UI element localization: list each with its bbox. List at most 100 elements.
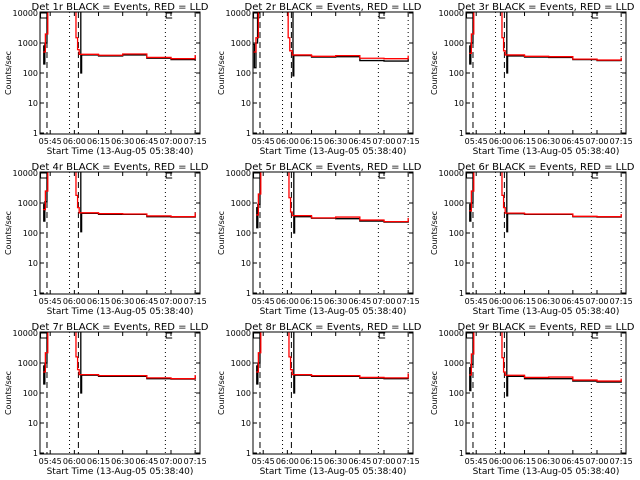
y-tick-label: 100	[449, 69, 464, 78]
y-tick-label: 1	[33, 449, 38, 458]
y-tick-label: 1	[459, 129, 464, 138]
x-tick-label: 06:30	[324, 137, 347, 146]
x-tick-label: 05:45	[465, 457, 488, 466]
x-tick-label: 05:45	[39, 297, 62, 306]
plot-frame	[465, 171, 627, 295]
red-lld-series	[43, 172, 196, 218]
black-events-series	[256, 172, 409, 234]
x-tick-label: 07:00	[585, 297, 608, 306]
y-tick-label: 1	[33, 289, 38, 298]
x-tick-label: 07:00	[585, 137, 608, 146]
red-lld-series	[253, 12, 409, 60]
x-tick-label: 07:00	[372, 137, 395, 146]
chart-title: Det 6r BLACK = Events, RED = LLD	[458, 162, 635, 173]
bracket-mark	[165, 332, 173, 339]
x-axis-label: Start Time (13-Aug-05 05:38:40)	[473, 147, 620, 157]
red-lld-series	[43, 12, 196, 60]
plot-frame	[252, 171, 414, 295]
chart-title: Det 5r BLACK = Events, RED = LLD	[245, 162, 422, 173]
plot-frame	[39, 11, 201, 135]
x-tick-label: 06:15	[513, 457, 536, 466]
bracket-mark	[253, 332, 260, 339]
x-tick-label: 07:15	[610, 297, 633, 306]
y-tick-label: 100	[23, 389, 38, 398]
x-tick-label: 05:45	[252, 137, 275, 146]
chart-title: Det 2r BLACK = Events, RED = LLD	[245, 2, 422, 13]
y-tick-label: 1000	[18, 199, 38, 208]
x-axis-label: Start Time (13-Aug-05 05:38:40)	[473, 307, 620, 317]
x-axis-label: Start Time (13-Aug-05 05:38:40)	[47, 467, 194, 477]
bracket-mark	[378, 332, 386, 339]
y-tick-label: 100	[449, 389, 464, 398]
y-tick-label: 1	[459, 289, 464, 298]
chart-panel: Det 1r BLACK = Events, RED = LLD Counts/s…	[4, 2, 209, 157]
red-lld-series	[256, 172, 409, 223]
y-tick-label: 10	[241, 259, 251, 268]
black-events-series	[43, 172, 196, 233]
plot-area	[253, 12, 409, 134]
x-tick-label: 06:45	[348, 457, 371, 466]
y-tick-label: 100	[236, 229, 251, 238]
red-lld-series	[469, 332, 622, 382]
red-lld-series	[469, 172, 622, 218]
x-tick-label: 06:15	[87, 457, 110, 466]
plot-area	[466, 172, 622, 294]
bracket-mark	[591, 332, 599, 339]
bracket-mark	[591, 12, 599, 19]
y-tick-label: 1000	[231, 199, 251, 208]
y-tick-label: 1	[246, 449, 251, 458]
y-tick-label: 10000	[439, 169, 464, 178]
y-tick-label: 1	[33, 129, 38, 138]
y-tick-label: 1	[459, 449, 464, 458]
x-tick-label: 07:00	[585, 457, 608, 466]
x-tick-label: 06:15	[87, 137, 110, 146]
x-tick-label: 06:00	[489, 297, 512, 306]
x-tick-label: 07:00	[159, 297, 182, 306]
plot-frame	[465, 331, 627, 455]
y-tick-label: 1000	[444, 39, 464, 48]
bracket-mark	[466, 172, 473, 179]
y-tick-label: 10000	[226, 9, 251, 18]
x-tick-label: 06:00	[63, 457, 86, 466]
x-tick-label: 06:15	[300, 457, 323, 466]
y-tick-label: 1000	[444, 359, 464, 368]
plot-frame	[252, 11, 414, 135]
red-lld-series	[469, 12, 622, 61]
bracket-mark	[378, 12, 386, 19]
plot-area	[253, 332, 409, 454]
x-tick-label: 06:30	[537, 457, 560, 466]
y-tick-label: 10000	[13, 9, 38, 18]
y-tick-label: 100	[236, 389, 251, 398]
x-axis-label: Start Time (13-Aug-05 05:38:40)	[47, 147, 194, 157]
y-axis-label: Counts/sec	[430, 211, 439, 255]
x-tick-label: 06:45	[561, 137, 584, 146]
y-tick-label: 10	[241, 99, 251, 108]
x-tick-label: 07:15	[184, 137, 207, 146]
y-tick-label: 10000	[13, 169, 38, 178]
x-tick-label: 05:45	[39, 457, 62, 466]
x-tick-label: 06:45	[135, 297, 158, 306]
y-tick-label: 10	[241, 419, 251, 428]
chart-panel: Det 6r BLACK = Events, RED = LLD Counts/s…	[430, 162, 635, 317]
chart-title: Det 7r BLACK = Events, RED = LLD	[32, 322, 209, 333]
y-tick-label: 10	[28, 419, 38, 428]
x-tick-label: 06:45	[561, 457, 584, 466]
plot-area	[40, 172, 196, 294]
y-axis-label: Counts/sec	[430, 51, 439, 95]
bracket-mark	[40, 172, 47, 179]
x-tick-label: 07:15	[397, 137, 420, 146]
bracket-mark	[466, 332, 473, 339]
y-tick-label: 1	[246, 129, 251, 138]
y-tick-label: 1000	[18, 39, 38, 48]
y-tick-label: 10	[454, 259, 464, 268]
x-tick-label: 06:30	[537, 297, 560, 306]
x-tick-label: 07:15	[397, 457, 420, 466]
x-tick-label: 06:00	[276, 457, 299, 466]
chart-panel: Det 8r BLACK = Events, RED = LLD Counts/s…	[217, 322, 422, 477]
bracket-mark	[378, 172, 386, 179]
chart-panel: Det 3r BLACK = Events, RED = LLD Counts/s…	[430, 2, 635, 157]
x-tick-label: 06:30	[324, 457, 347, 466]
bracket-mark	[253, 172, 260, 179]
x-tick-label: 06:15	[513, 297, 536, 306]
